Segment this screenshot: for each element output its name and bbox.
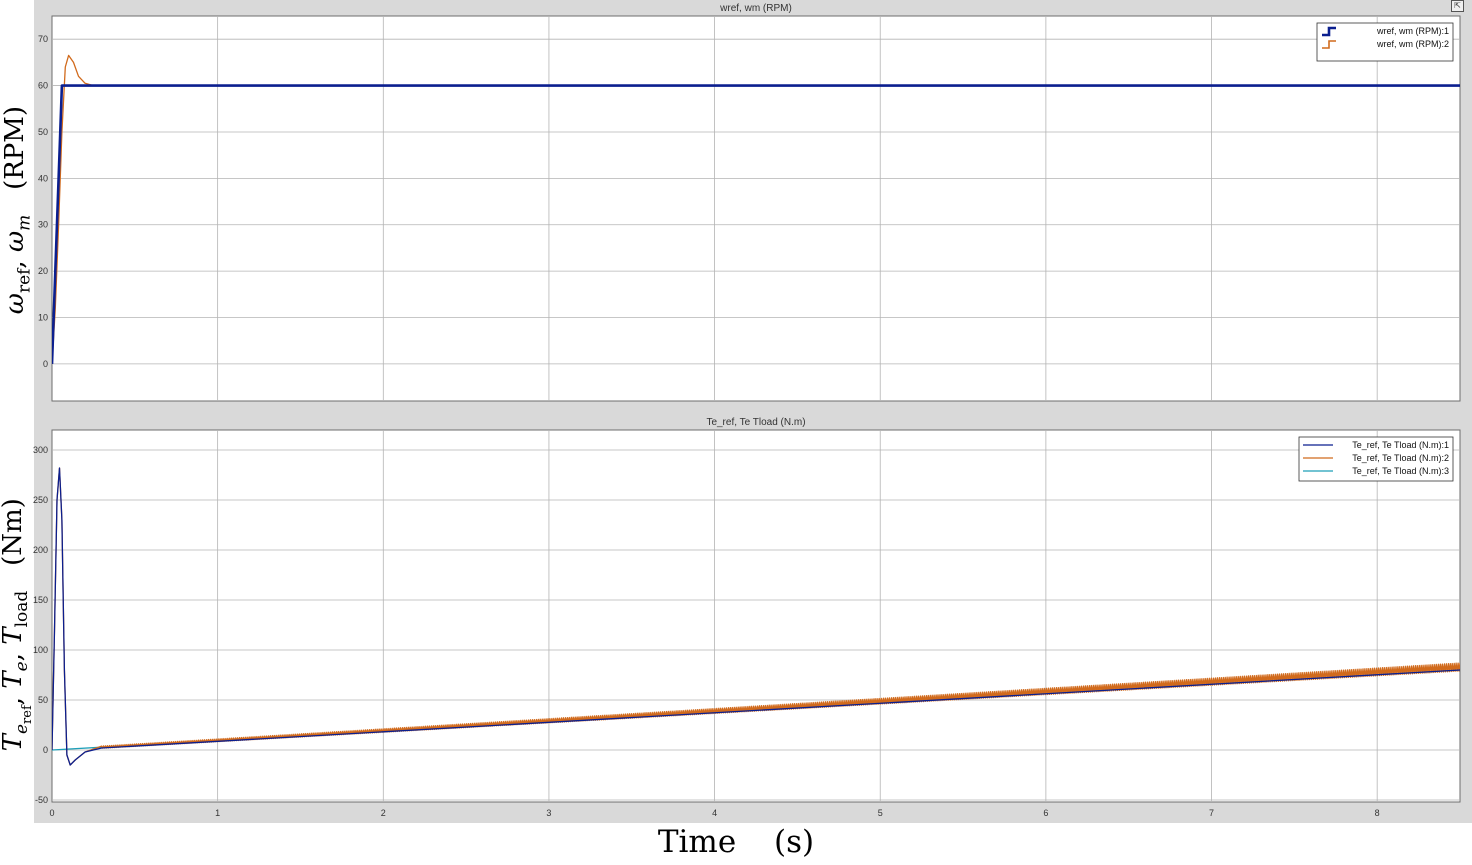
x-tick-label: 2 xyxy=(381,808,386,818)
x-tick-label: 7 xyxy=(1209,808,1214,818)
y-tick-label: 250 xyxy=(33,495,48,505)
x-tick-label: 6 xyxy=(1043,808,1048,818)
legend-label: wref, wm (RPM):2 xyxy=(1376,39,1449,49)
x-tick-label: 0 xyxy=(49,808,54,818)
plot-panel-1: wref, wm (RPM) 0 10 20 30 40 50 60 70 wref, wm (R… xyxy=(38,3,1461,402)
y-tick-label: 150 xyxy=(33,595,48,605)
x-tick-label: 3 xyxy=(546,808,551,818)
x-tick-label: 8 xyxy=(1375,808,1380,818)
series-line-1 xyxy=(52,84,1460,364)
y-tick-label: 200 xyxy=(33,545,48,555)
legend-box xyxy=(1316,22,1454,62)
legend-swatch xyxy=(1322,26,1336,37)
y-tick-label: 10 xyxy=(38,313,48,323)
legend-label: Te_ref, Te Tload (N.m):3 xyxy=(1352,466,1449,476)
y-tick-label: 30 xyxy=(38,220,48,230)
y-tick-label: 100 xyxy=(33,645,48,655)
y-tick-label: -50 xyxy=(35,795,48,805)
y-tick-label: 50 xyxy=(38,695,48,705)
y-tick-label: 20 xyxy=(38,266,48,276)
legend: Te_ref, Te Tload (N.m):1 Te_ref, Te Tload… xyxy=(1298,436,1454,482)
y-tick-label: 50 xyxy=(38,127,48,137)
y-tick-label: 300 xyxy=(33,445,48,455)
legend-box xyxy=(1298,436,1454,482)
y-tick-label: 0 xyxy=(43,359,48,369)
y-tick-label: 70 xyxy=(38,34,48,44)
legend: wref, wm (RPM):1 wref, wm (RPM):2 xyxy=(1316,22,1454,62)
y-tick-label: 0 xyxy=(43,745,48,755)
y-tick-label: 60 xyxy=(38,81,48,91)
plot-panel-2: Te_ref, Te Tload (N.m)0 1 2 3 4 5 6 7 8-50050100… xyxy=(33,417,1461,818)
plot-area xyxy=(51,15,1461,402)
x-tick-label: 5 xyxy=(878,808,883,818)
legend-label: wref, wm (RPM):1 xyxy=(1376,26,1449,36)
plot-title: Te_ref, Te Tload (N.m) xyxy=(706,417,805,428)
x-tick-label: 4 xyxy=(712,808,717,818)
plot-title: wref, wm (RPM) xyxy=(719,3,792,14)
series-line-1 xyxy=(52,467,1460,766)
legend-label: Te_ref, Te Tload (N.m):1 xyxy=(1352,440,1449,450)
series-group xyxy=(52,54,1460,364)
series-group xyxy=(52,467,1460,766)
bottom-ylabel: Teref, Te, Tload (Nm) xyxy=(0,498,36,752)
x-tick-label: 1 xyxy=(215,808,220,818)
plot-area xyxy=(51,429,1461,803)
top-ylabel: ωref, ωm (RPM) xyxy=(0,105,35,315)
y-tick-label: 40 xyxy=(38,173,48,183)
undock-icon[interactable]: ⇱ xyxy=(1451,0,1464,12)
x-axis-label: Time (s) xyxy=(657,824,815,860)
legend-label: Te_ref, Te Tload (N.m):2 xyxy=(1352,453,1449,463)
legend-swatch xyxy=(1322,40,1336,49)
